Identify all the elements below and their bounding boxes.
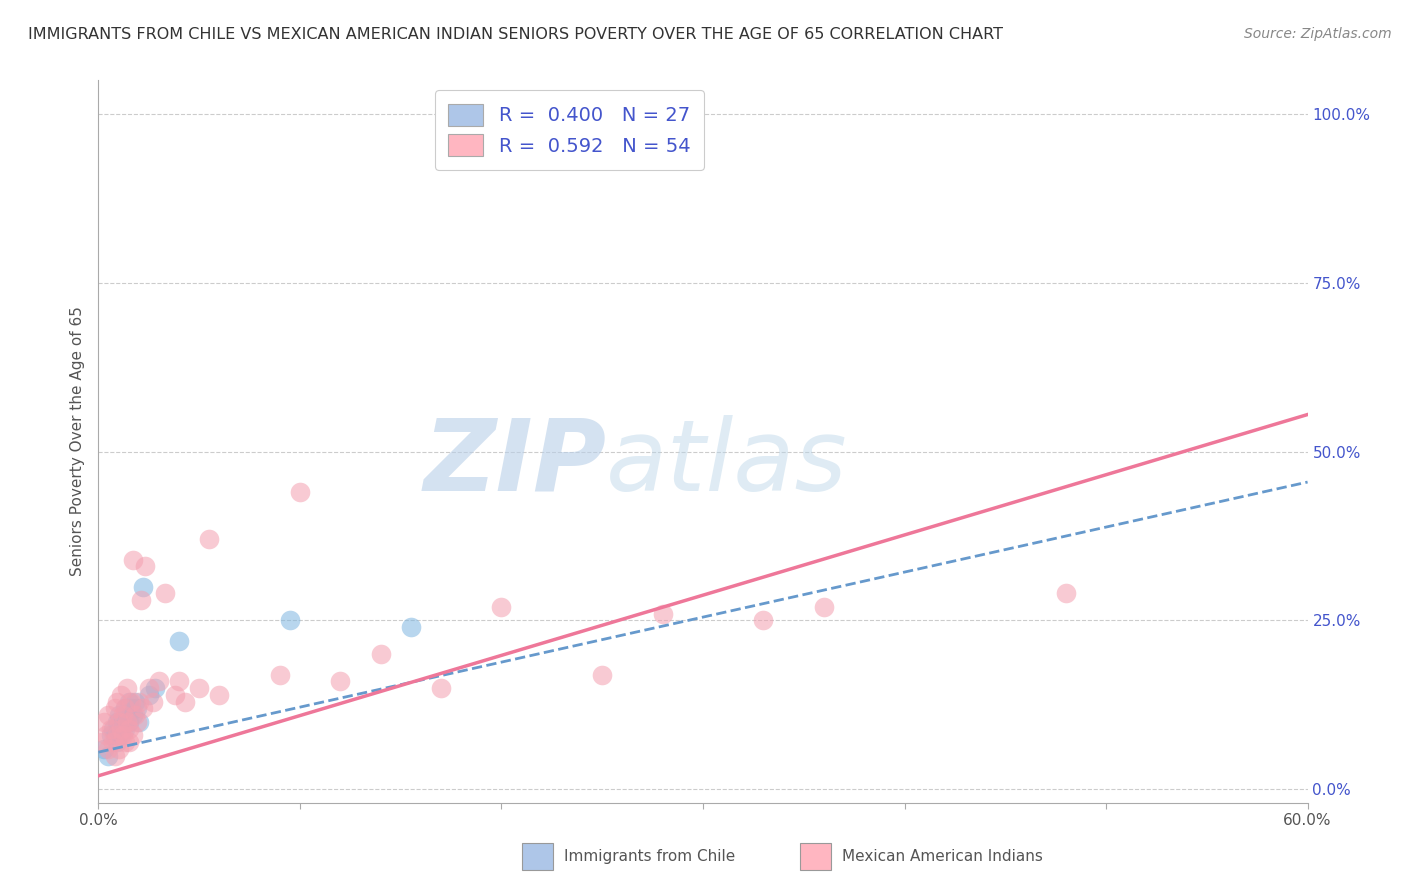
Point <box>114 701 136 715</box>
Point <box>105 735 128 749</box>
Point <box>107 741 129 756</box>
Point <box>100 728 122 742</box>
Point <box>430 681 453 695</box>
Point <box>132 701 155 715</box>
Legend: R =  0.400   N = 27, R =  0.592   N = 54: R = 0.400 N = 27, R = 0.592 N = 54 <box>434 90 704 169</box>
Point <box>103 748 125 763</box>
Point <box>124 694 146 708</box>
Point <box>124 708 146 723</box>
Point <box>107 708 129 723</box>
Point <box>97 741 120 756</box>
Point <box>120 694 142 708</box>
Point <box>198 533 221 547</box>
Point <box>114 722 136 736</box>
Point <box>813 599 835 614</box>
Point <box>591 667 613 681</box>
Point <box>97 748 120 763</box>
Point <box>399 620 422 634</box>
Point <box>111 714 134 729</box>
Point <box>125 714 148 729</box>
Point <box>118 735 141 749</box>
Point <box>278 614 301 628</box>
Point <box>118 694 141 708</box>
Point <box>143 681 166 695</box>
Point <box>121 728 143 742</box>
Point <box>103 701 125 715</box>
Point <box>93 741 115 756</box>
Point <box>167 633 190 648</box>
Point <box>93 714 115 729</box>
Point <box>129 593 152 607</box>
Point <box>105 714 128 729</box>
Point <box>110 688 132 702</box>
Point <box>107 722 129 736</box>
Text: Mexican American Indians: Mexican American Indians <box>842 849 1043 863</box>
Point <box>134 559 156 574</box>
Text: Source: ZipAtlas.com: Source: ZipAtlas.com <box>1244 27 1392 41</box>
Point <box>269 667 291 681</box>
Point <box>208 688 231 702</box>
Point <box>110 728 132 742</box>
Point <box>105 694 128 708</box>
Point <box>370 647 392 661</box>
Point <box>167 674 190 689</box>
Point <box>132 580 155 594</box>
Point <box>114 735 136 749</box>
Point <box>163 688 186 702</box>
Point <box>96 728 118 742</box>
Point <box>752 614 775 628</box>
Text: Immigrants from Chile: Immigrants from Chile <box>564 849 735 863</box>
Point <box>91 735 114 749</box>
Point <box>101 735 124 749</box>
Point <box>115 681 138 695</box>
Point <box>120 701 142 715</box>
Point <box>100 722 122 736</box>
Text: atlas: atlas <box>606 415 848 512</box>
Point <box>121 708 143 723</box>
Point <box>142 694 165 708</box>
Text: IMMIGRANTS FROM CHILE VS MEXICAN AMERICAN INDIAN SENIORS POVERTY OVER THE AGE OF: IMMIGRANTS FROM CHILE VS MEXICAN AMERICA… <box>28 27 1002 42</box>
Point <box>329 674 352 689</box>
Point <box>105 728 128 742</box>
Point <box>115 714 138 729</box>
Point <box>114 701 136 715</box>
Point <box>115 708 138 723</box>
Point <box>101 722 124 736</box>
Point <box>128 714 150 729</box>
Point <box>128 694 150 708</box>
Point <box>97 708 120 723</box>
Point <box>188 681 211 695</box>
Point <box>491 599 513 614</box>
Point <box>125 701 148 715</box>
Point <box>111 708 134 723</box>
Point <box>153 586 176 600</box>
Point <box>288 485 311 500</box>
Point <box>111 728 134 742</box>
Y-axis label: Seniors Poverty Over the Age of 65: Seniors Poverty Over the Age of 65 <box>69 307 84 576</box>
Point <box>118 722 141 736</box>
Point <box>138 681 160 695</box>
Point <box>174 694 197 708</box>
Point <box>118 714 141 729</box>
Point <box>1054 586 1077 600</box>
Point <box>138 688 160 702</box>
Point <box>103 728 125 742</box>
Point <box>121 552 143 566</box>
Point <box>110 722 132 736</box>
Point <box>107 714 129 729</box>
Point <box>651 607 673 621</box>
Text: ZIP: ZIP <box>423 415 606 512</box>
Point <box>148 674 170 689</box>
